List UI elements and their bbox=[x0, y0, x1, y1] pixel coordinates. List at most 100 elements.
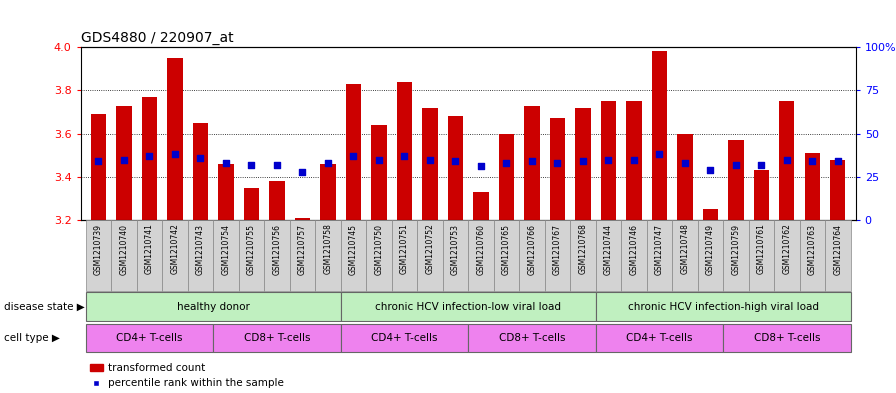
Bar bbox=[116, 105, 132, 220]
Bar bbox=[142, 97, 157, 220]
Point bbox=[474, 163, 488, 170]
Point bbox=[652, 151, 667, 158]
Text: GSM1210746: GSM1210746 bbox=[629, 224, 638, 275]
Bar bbox=[550, 118, 565, 220]
Bar bbox=[780, 101, 795, 220]
Bar bbox=[799, 220, 825, 291]
Bar bbox=[774, 220, 799, 291]
Bar bbox=[672, 220, 698, 291]
Point bbox=[423, 156, 437, 163]
Text: GSM1210742: GSM1210742 bbox=[170, 224, 179, 274]
Point bbox=[194, 155, 208, 161]
Bar bbox=[213, 220, 238, 291]
Bar bbox=[825, 220, 850, 291]
Text: GSM1210753: GSM1210753 bbox=[451, 224, 460, 275]
Text: GSM1210749: GSM1210749 bbox=[706, 224, 715, 275]
Point bbox=[576, 158, 590, 164]
Text: GSM1210759: GSM1210759 bbox=[731, 224, 740, 275]
Point bbox=[245, 162, 259, 168]
Point bbox=[677, 160, 692, 166]
Bar bbox=[545, 220, 570, 291]
Text: GSM1210761: GSM1210761 bbox=[757, 224, 766, 274]
Bar bbox=[340, 220, 366, 291]
Text: GSM1210763: GSM1210763 bbox=[808, 224, 817, 275]
Bar bbox=[702, 209, 718, 220]
Text: chronic HCV infection-high viral load: chronic HCV infection-high viral load bbox=[627, 301, 819, 312]
Text: GSM1210745: GSM1210745 bbox=[349, 224, 358, 275]
Point bbox=[525, 158, 539, 164]
Text: GSM1210768: GSM1210768 bbox=[579, 224, 588, 274]
Text: GSM1210739: GSM1210739 bbox=[94, 224, 103, 275]
Bar bbox=[499, 134, 514, 220]
Bar bbox=[346, 84, 361, 220]
Point bbox=[806, 158, 820, 164]
Point bbox=[780, 156, 794, 163]
Bar bbox=[213, 324, 340, 352]
Point bbox=[219, 160, 233, 166]
Bar bbox=[193, 123, 208, 220]
Bar bbox=[651, 51, 667, 220]
Bar bbox=[137, 220, 162, 291]
Text: CD8+ T-cells: CD8+ T-cells bbox=[499, 333, 565, 343]
Bar bbox=[473, 192, 488, 220]
Bar bbox=[728, 140, 744, 220]
Text: cell type ▶: cell type ▶ bbox=[4, 333, 60, 343]
Bar bbox=[723, 220, 748, 291]
Text: CD8+ T-cells: CD8+ T-cells bbox=[244, 333, 310, 343]
Point bbox=[703, 167, 718, 173]
Text: GSM1210748: GSM1210748 bbox=[680, 224, 689, 274]
Point bbox=[372, 156, 386, 163]
Text: GSM1210757: GSM1210757 bbox=[298, 224, 307, 275]
Bar bbox=[443, 220, 468, 291]
Text: CD4+ T-cells: CD4+ T-cells bbox=[116, 333, 183, 343]
Text: healthy donor: healthy donor bbox=[177, 301, 250, 312]
Bar bbox=[244, 187, 259, 220]
Text: GDS4880 / 220907_at: GDS4880 / 220907_at bbox=[81, 31, 233, 45]
Bar bbox=[596, 324, 723, 352]
Text: chronic HCV infection-low viral load: chronic HCV infection-low viral load bbox=[375, 301, 561, 312]
Bar bbox=[626, 101, 642, 220]
Bar bbox=[805, 153, 820, 220]
Bar bbox=[468, 220, 494, 291]
Bar bbox=[320, 164, 336, 220]
Point bbox=[91, 158, 106, 164]
Text: GSM1210762: GSM1210762 bbox=[782, 224, 791, 274]
Bar bbox=[418, 220, 443, 291]
Bar bbox=[90, 114, 106, 220]
Point bbox=[550, 160, 564, 166]
Text: GSM1210747: GSM1210747 bbox=[655, 224, 664, 275]
Text: disease state ▶: disease state ▶ bbox=[4, 301, 85, 312]
Bar bbox=[392, 220, 418, 291]
Bar bbox=[468, 324, 596, 352]
Text: GSM1210764: GSM1210764 bbox=[833, 224, 842, 275]
Text: GSM1210752: GSM1210752 bbox=[426, 224, 435, 274]
Text: CD4+ T-cells: CD4+ T-cells bbox=[371, 333, 437, 343]
Bar bbox=[754, 170, 769, 220]
Bar bbox=[596, 292, 850, 321]
Point bbox=[397, 153, 411, 159]
Bar bbox=[596, 220, 621, 291]
Bar bbox=[366, 220, 392, 291]
Bar bbox=[831, 160, 846, 220]
Bar bbox=[494, 220, 519, 291]
Point bbox=[270, 162, 284, 168]
Bar bbox=[621, 220, 647, 291]
Point bbox=[116, 156, 131, 163]
Bar bbox=[86, 220, 111, 291]
Bar bbox=[723, 324, 850, 352]
Point bbox=[448, 158, 462, 164]
Point bbox=[499, 160, 513, 166]
Text: GSM1210758: GSM1210758 bbox=[323, 224, 332, 274]
Bar bbox=[575, 108, 590, 220]
Text: GSM1210754: GSM1210754 bbox=[221, 224, 230, 275]
Text: GSM1210766: GSM1210766 bbox=[528, 224, 537, 275]
Point bbox=[346, 153, 360, 159]
Bar bbox=[748, 220, 774, 291]
Bar bbox=[422, 108, 437, 220]
Bar bbox=[647, 220, 672, 291]
Point bbox=[142, 153, 157, 159]
Bar bbox=[238, 220, 264, 291]
Bar bbox=[289, 220, 315, 291]
Text: GSM1210744: GSM1210744 bbox=[604, 224, 613, 275]
Bar bbox=[162, 220, 188, 291]
